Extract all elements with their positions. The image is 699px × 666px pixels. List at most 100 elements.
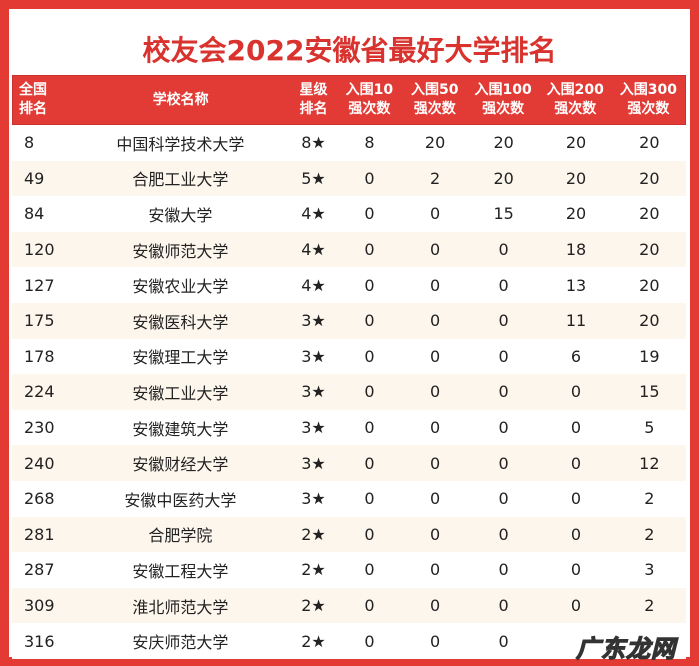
header-national-rank: 全国 排名 [13,76,71,124]
header-line: 入围100 [474,82,532,98]
cell-national-rank: 240 [24,453,55,473]
header-top10: 入围10 强次数 [337,76,402,124]
table-row: 120 安徽师范大学 4★ 0 0 0 18 20 [12,231,686,268]
table-body: 8 中国科学技术大学 8★ 8 20 20 20 20 49 合肥工业大学 5★… [12,125,686,659]
ranking-table: 全国 排名 学校名称 星级 排名 入围10 强次数 入围50 强次数 入围100… [12,75,686,659]
cell-national-rank: 309 [24,596,55,616]
cell-top100: 0 [498,489,509,509]
table-row: 49 合肥工业大学 5★ 0 2 20 20 20 [12,160,686,197]
cell-top10: 0 [364,596,375,616]
cell-top300: 12 [639,453,660,473]
cell-top200: 0 [570,596,582,616]
cell-national-rank: 178 [24,346,55,366]
cell-top200: 0 [570,489,582,509]
cell-top200: 6 [570,346,582,366]
cell-star-rank: 5★ [301,168,326,188]
cell-star-rank: 3★ [301,382,326,402]
cell-top300: 20 [639,168,660,188]
header-line: 强次数 [413,101,456,117]
cell-top300: 2 [644,596,655,616]
table-row: 281 合肥学院 2★ 0 0 0 0 2 [12,516,686,553]
cell-top100: 15 [493,204,514,224]
cell-top50: 0 [430,596,441,616]
cell-school-name: 安徽建筑大学 [132,419,229,439]
cell-school-name: 合肥学院 [148,526,213,546]
header-school-name: 学校名称 [71,76,290,124]
cell-school-name: 安徽理工大学 [132,348,229,368]
cell-top50: 0 [430,382,441,402]
cell-school-name: 安徽工业大学 [132,383,229,403]
header-line: 星级 [299,82,328,98]
cell-school-name: 安徽中医药大学 [124,490,237,510]
header-line: 入围300 [619,82,678,98]
cell-top100: 0 [498,524,509,544]
cell-school-name: 安徽财经大学 [132,455,229,475]
table-row: 8 中国科学技术大学 8★ 8 20 20 20 20 [12,125,686,161]
cell-top100: 0 [498,596,509,616]
cell-national-rank: 230 [24,418,55,438]
cell-star-rank: 3★ [301,418,326,438]
cell-top50: 0 [430,346,441,366]
cell-star-rank: 3★ [301,311,326,331]
cell-national-rank: 84 [24,204,45,224]
cell-top100: 0 [498,418,509,438]
table-header: 全国 排名 学校名称 星级 排名 入围10 强次数 入围50 强次数 入围100… [12,75,686,125]
cell-top50: 0 [430,524,441,544]
table-row: 287 安徽工程大学 2★ 0 0 0 0 3 [12,552,686,588]
table-row: 230 安徽建筑大学 3★ 0 0 0 0 5 [12,409,686,446]
cell-top100: 0 [498,346,509,366]
cell-star-rank: 3★ [301,346,326,366]
cell-school-name: 淮北师范大学 [132,597,229,617]
cell-top300: 20 [639,311,660,331]
cell-top300: 20 [639,240,660,260]
cell-top100: 0 [498,275,509,295]
cell-top10: 0 [364,489,375,509]
table-row: 178 安徽理工大学 3★ 0 0 0 6 19 [12,338,686,375]
header-line: 强次数 [348,101,391,117]
cell-top50: 2 [430,168,441,188]
header-line: 入围50 [411,82,459,98]
cell-top100: 0 [498,560,509,580]
cell-top100: 0 [498,631,509,651]
cell-top200: 0 [570,524,582,544]
cell-top10: 0 [364,275,375,295]
cell-school-name: 安徽工程大学 [132,561,229,581]
cell-school-name: 合肥工业大学 [132,170,229,190]
cell-national-rank: 224 [24,382,55,402]
cell-top10: 0 [364,311,375,331]
cell-school-name: 安庆师范大学 [132,633,229,653]
table-row: 224 安徽工业大学 3★ 0 0 0 0 15 [12,374,686,410]
cell-school-name: 安徽大学 [148,205,213,225]
header-top100: 入围100 强次数 [467,76,538,124]
cell-top10: 0 [364,560,375,580]
cell-top50: 0 [430,275,441,295]
cell-top100: 0 [498,311,509,331]
header-star-rank: 星级 排名 [290,76,336,124]
cell-star-rank: 2★ [301,524,326,544]
cell-top100: 0 [498,382,509,402]
cell-star-rank: 4★ [301,275,326,295]
cell-top200: 20 [565,133,587,153]
header-line: 学校名称 [152,91,209,108]
cell-top300: 19 [639,346,660,366]
cell-top50: 0 [430,453,441,473]
cell-top300: 15 [639,382,660,402]
cell-star-rank: 2★ [301,560,326,580]
cell-top10: 0 [364,418,375,438]
cell-top200: 0 [570,418,582,438]
cell-top50: 0 [430,560,441,580]
watermark-logo: 广东龙网 [575,634,676,663]
cell-top300: 3 [644,560,655,580]
table-row: 309 淮北师范大学 2★ 0 0 0 0 2 [12,587,686,624]
header-top200: 入围200 强次数 [539,76,612,124]
cell-national-rank: 120 [24,240,55,260]
cell-top10: 0 [364,240,375,260]
header-line: 排名 [299,101,328,117]
cell-top50: 0 [430,311,441,331]
cell-top50: 0 [430,204,441,224]
cell-star-rank: 2★ [301,596,326,616]
cell-star-rank: 4★ [301,204,326,224]
cell-top10: 0 [364,453,375,473]
cell-top200: 13 [565,275,587,295]
cell-star-rank: 3★ [301,489,326,509]
